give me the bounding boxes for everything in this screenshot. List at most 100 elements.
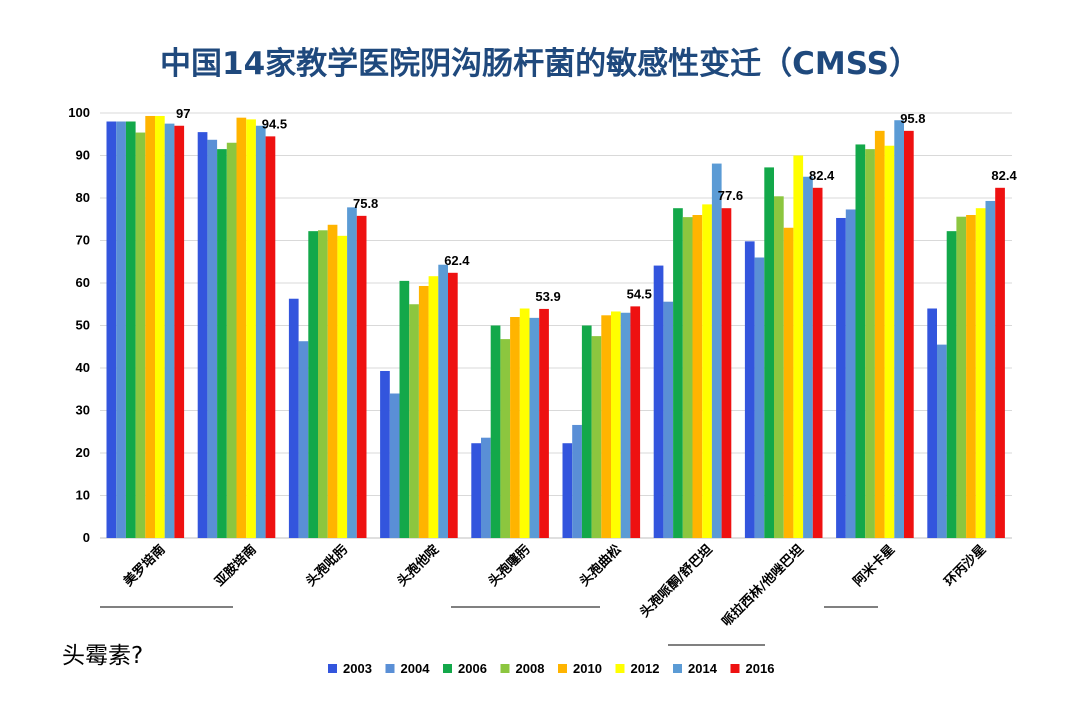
bar-2004 xyxy=(116,121,126,538)
bar-2010 xyxy=(236,117,247,539)
bar-2010 xyxy=(783,227,794,538)
bar-2006 xyxy=(764,167,774,538)
bar-2016 xyxy=(721,208,732,538)
bar-2010 xyxy=(874,130,885,538)
bar-2008 xyxy=(956,216,967,538)
data-label: 82.4 xyxy=(991,168,1017,183)
bar-2006 xyxy=(399,280,410,538)
x-category-label: 美罗培南 xyxy=(120,542,168,590)
x-category-label: 亚胺培南 xyxy=(212,542,260,590)
x-category-label: 头孢噻肟 xyxy=(485,542,533,590)
legend-label: 2008 xyxy=(516,661,545,676)
legend-label: 2014 xyxy=(688,661,718,676)
bar-2008 xyxy=(318,230,328,539)
bar-2014 xyxy=(529,317,540,538)
bar-2006 xyxy=(581,325,592,538)
bar-2006 xyxy=(217,149,227,538)
legend-label: 2004 xyxy=(401,661,431,676)
x-category-label: 头孢哌酮/舒巴坦 xyxy=(637,542,716,621)
x-category-label: 头孢他啶 xyxy=(394,542,442,590)
legend-label: 2010 xyxy=(573,661,602,676)
legend-swatch-2008 xyxy=(500,664,510,673)
bar-2010 xyxy=(510,317,520,538)
bar-2004 xyxy=(389,393,400,538)
bar-2010 xyxy=(327,224,338,538)
bar-2012 xyxy=(884,145,895,538)
bar-2003 xyxy=(380,370,390,538)
bar-2008 xyxy=(865,149,875,538)
legend-swatch-2006 xyxy=(443,664,452,673)
bar-2014 xyxy=(347,207,357,538)
bar-2004 xyxy=(207,139,218,538)
legend-swatch-2012 xyxy=(615,664,625,673)
bar-2004 xyxy=(754,257,765,538)
bar-2008 xyxy=(774,196,784,539)
bar-2003 xyxy=(927,308,937,538)
y-tick-label: 90 xyxy=(76,148,90,163)
bar-2004 xyxy=(845,209,856,538)
bar-2008 xyxy=(500,339,511,538)
bar-2003 xyxy=(197,132,208,538)
data-label: 75.8 xyxy=(353,196,378,211)
data-label: 94.5 xyxy=(262,116,287,131)
bar-2014 xyxy=(164,123,175,538)
bar-2014 xyxy=(803,176,813,538)
bar-2016 xyxy=(539,308,549,538)
chart-title: 中国14家教学医院阴沟肠杆菌的敏感性变迁（CMSS） xyxy=(160,46,920,82)
legend-label: 2012 xyxy=(631,661,660,676)
bar-2003 xyxy=(653,265,664,538)
y-tick-label: 10 xyxy=(76,488,90,503)
bar-2010 xyxy=(145,115,155,538)
bar-2016 xyxy=(265,136,276,538)
bar-2014 xyxy=(255,125,266,538)
bar-2014 xyxy=(620,312,631,538)
bar-2012 xyxy=(155,115,165,538)
bar-2016 xyxy=(356,215,367,538)
bar-2012 xyxy=(519,308,530,538)
bar-2003 xyxy=(562,443,573,538)
bar-2004 xyxy=(572,424,582,538)
y-tick-label: 20 xyxy=(76,445,90,460)
y-tick-label: 30 xyxy=(76,403,90,418)
bar-2012 xyxy=(793,155,804,538)
bar-2016 xyxy=(812,187,823,539)
bar-2008 xyxy=(409,304,419,538)
legend-swatch-2004 xyxy=(385,664,395,673)
data-label: 77.6 xyxy=(718,188,743,203)
y-tick-label: 0 xyxy=(83,530,90,545)
legend-swatch-2014 xyxy=(673,664,682,673)
bar-2004 xyxy=(937,344,947,538)
bar-2016 xyxy=(448,272,458,538)
x-category-label: 头孢曲松 xyxy=(576,542,624,590)
legend-swatch-2003 xyxy=(328,664,337,673)
y-tick-label: 80 xyxy=(76,190,90,205)
bar-2010 xyxy=(966,215,976,538)
bar-2003 xyxy=(106,121,117,538)
bar-2014 xyxy=(894,120,904,538)
y-tick-label: 70 xyxy=(76,233,90,248)
bar-2014 xyxy=(438,264,448,538)
bar-2003 xyxy=(288,298,299,538)
bar-2016 xyxy=(995,187,1005,539)
bar-2010 xyxy=(601,315,611,538)
x-category-label: 哌拉西林/他唑巴坦 xyxy=(719,542,807,630)
bar-2012 xyxy=(246,119,256,538)
bar-2012 xyxy=(975,208,986,538)
data-label: 54.5 xyxy=(627,286,652,301)
bar-2008 xyxy=(226,142,237,538)
y-tick-label: 40 xyxy=(76,360,90,375)
bar-2012 xyxy=(611,311,621,538)
x-category-label: 头孢吡肟 xyxy=(303,542,351,590)
bar-2010 xyxy=(692,215,703,538)
bar-2014 xyxy=(711,163,722,538)
bar-2004 xyxy=(481,437,491,538)
data-label: 53.9 xyxy=(535,289,560,304)
bar-2003 xyxy=(471,443,481,538)
bar-2006 xyxy=(308,231,318,538)
legend-label: 2016 xyxy=(746,661,775,676)
x-category-label: 环丙沙星 xyxy=(942,542,989,589)
bar-2006 xyxy=(855,144,866,538)
x-category-label: 阿米卡星 xyxy=(850,542,898,590)
y-tick-label: 50 xyxy=(76,318,90,333)
